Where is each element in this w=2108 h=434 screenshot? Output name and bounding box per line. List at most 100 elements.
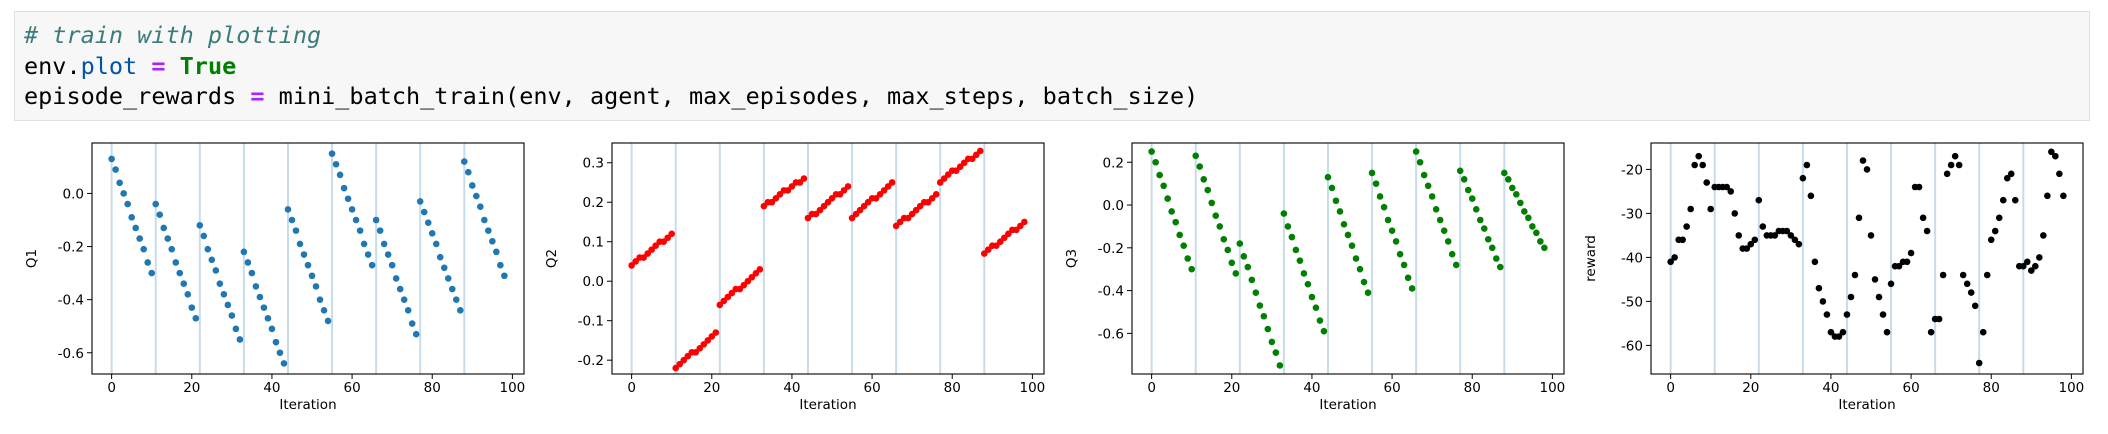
point [1356,265,1364,273]
point [1288,233,1296,241]
point [1871,276,1879,283]
point [1284,223,1292,230]
point [1296,257,1304,264]
point [112,166,119,173]
point [1863,166,1871,173]
point [1803,161,1811,169]
point [268,325,276,333]
point [192,314,200,322]
point [1432,206,1440,213]
point [1851,271,1859,279]
y-tick-label: 0.0 [1103,198,1124,214]
point [452,296,460,303]
code-token: env. [24,51,81,80]
point [1521,208,1528,215]
x-tick-label: 20 [703,380,720,396]
point [1723,183,1731,191]
point [1695,152,1702,160]
y-axis-label: Q3 [1064,249,1080,268]
point [1380,203,1388,211]
point [1212,212,1220,220]
point [2048,148,2055,156]
point [1408,285,1416,292]
point [1224,246,1232,254]
point [1943,170,1951,178]
point [1492,255,1500,262]
point [2019,262,2027,270]
point [493,248,500,256]
point [1404,274,1412,282]
point [1188,265,1196,273]
point [1176,231,1183,239]
point [1867,232,1875,239]
point [1412,148,1420,155]
point [324,317,332,325]
point [712,329,720,336]
code-token: # train with plotting [24,21,322,49]
point [208,256,216,264]
point [481,216,488,224]
point [232,325,240,333]
code-line: env.plot = True [24,51,1198,82]
point [340,184,348,192]
point [236,336,244,343]
point [1444,238,1452,245]
point [120,190,127,197]
point [1360,278,1368,286]
axes-frame [611,142,1045,375]
point [1683,223,1690,230]
point [460,158,468,165]
point [1795,240,1803,248]
subplot: 0 20 40 60 80 100 -0.2 -0.1 0.0 0.1 0.2 0.3 Iteratio… [544,142,1045,413]
point [168,245,176,253]
point [1348,242,1356,249]
point [2011,196,2019,204]
x-tick-label: 100 [1539,380,1565,396]
point [264,314,272,322]
point [1464,186,1472,194]
point [1428,193,1436,200]
point [256,293,264,301]
point [1751,236,1759,244]
point [1895,262,1903,270]
code-line: # train with plotting [24,20,1198,51]
x-tick-label: 60 [1383,380,1400,396]
point [1424,182,1432,190]
point [2028,267,2035,274]
point [1971,302,1979,310]
point [280,360,288,367]
point [1979,328,1987,336]
point [1376,193,1384,200]
point [1340,220,1348,228]
point [1815,284,1823,292]
point [364,251,372,258]
x-tick-label: 0 [107,380,116,396]
point [1907,249,1915,257]
point [1529,223,1536,230]
point [444,275,452,282]
point [668,230,676,238]
point [1256,302,1264,309]
point [1308,293,1316,301]
point [392,275,400,282]
point [164,235,172,242]
x-tick-label: 40 [1822,380,1839,396]
point [1460,176,1468,183]
point [376,227,384,234]
point [1208,199,1216,207]
point [1541,244,1548,252]
point [416,198,424,205]
point [1216,223,1224,230]
point [1939,271,1947,279]
point [132,224,139,232]
point [1995,214,2003,222]
point [1807,192,1815,200]
point [1468,195,1476,202]
point [1164,195,1171,202]
point [1691,161,1698,169]
axes-frame [1131,142,1565,375]
point [477,203,484,211]
point [1452,261,1460,269]
x-tick-label: 40 [783,380,800,396]
